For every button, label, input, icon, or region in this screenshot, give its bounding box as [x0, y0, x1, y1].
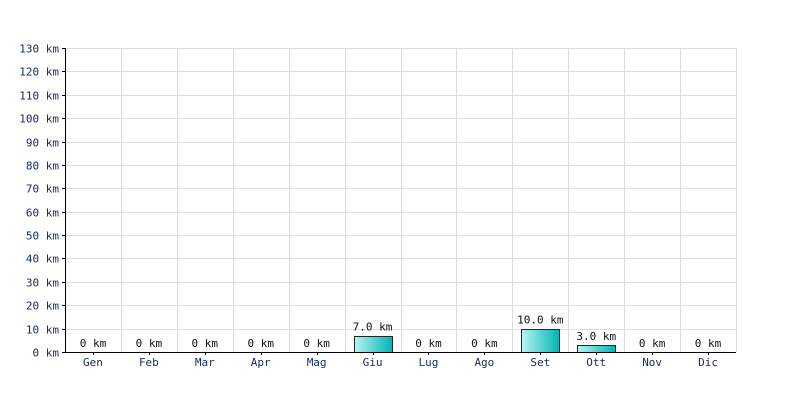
y-tick-label: 60 km — [26, 207, 59, 220]
x-tick-label: Lug — [419, 356, 439, 369]
data-label: 0 km — [639, 337, 666, 350]
x-tick-label: Mag — [307, 356, 327, 369]
y-tick-label: 110 km — [19, 90, 59, 103]
x-tick-label: Feb — [139, 356, 159, 369]
grid — [65, 48, 737, 353]
y-tick-label: 90 km — [26, 137, 59, 150]
x-tick-label: Mar — [195, 356, 215, 369]
data-label: 0 km — [695, 337, 722, 350]
y-tick-label: 30 km — [26, 277, 59, 290]
x-tick-label: Ott — [586, 356, 606, 369]
x-tick-label: Ago — [474, 356, 494, 369]
data-label: 0 km — [247, 337, 274, 350]
data-label: 0 km — [136, 337, 163, 350]
x-tick-label: Dic — [698, 356, 718, 369]
bar-ott — [577, 345, 616, 353]
y-tick-label: 80 km — [26, 160, 59, 173]
y-tick-labels: 0 km 10 km 20 km 30 km 40 km 50 km 60 km 70 km 8… — [19, 43, 59, 360]
y-tick-label: 20 km — [26, 300, 59, 313]
y-tick-label: 40 km — [26, 253, 59, 266]
bar-giu — [354, 336, 393, 353]
data-label: 0 km — [303, 337, 330, 350]
data-label: 0 km — [192, 337, 219, 350]
y-tick-label: 130 km — [19, 43, 59, 56]
x-tick-label: Nov — [642, 356, 662, 369]
x-tick-label: Apr — [251, 356, 271, 369]
y-tick-label: 50 km — [26, 230, 59, 243]
y-tick-label: 100 km — [19, 113, 59, 126]
y-tick-label: 0 km — [33, 347, 60, 360]
data-label: 3.0 km — [576, 330, 616, 343]
data-label: 0 km — [415, 337, 442, 350]
bar-set — [521, 329, 560, 353]
y-tick-label: 70 km — [26, 183, 59, 196]
data-label: 10.0 km — [517, 314, 564, 327]
x-tick-label: Set — [530, 356, 550, 369]
x-tick-label: Giu — [363, 356, 383, 369]
x-tick-label: Gen — [83, 356, 103, 369]
data-label: 0 km — [471, 337, 498, 350]
x-tick-labels: Gen Feb Mar Apr Mag Giu Lug Ago Set Ott Nov Dic — [83, 356, 718, 369]
axes — [62, 48, 736, 355]
y-tick-label: 10 km — [26, 324, 59, 337]
y-tick-label: 120 km — [19, 66, 59, 79]
data-label: 7.0 km — [353, 321, 393, 334]
data-labels: 0 km 0 km 0 km 0 km 0 km 7.0 km 0 km 0 km 10.0 k… — [80, 314, 722, 350]
data-label: 0 km — [80, 337, 107, 350]
